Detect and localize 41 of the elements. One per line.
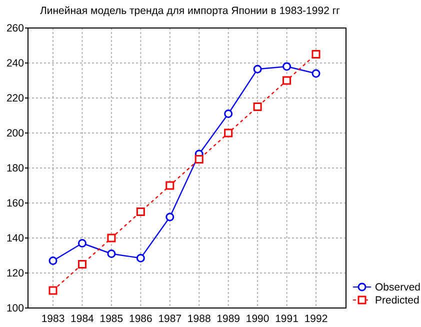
x-tick-label: 1985 (100, 313, 124, 325)
x-tick-label: 1990 (246, 313, 270, 325)
point (107, 234, 116, 242)
point (312, 50, 320, 58)
point (48, 286, 58, 295)
x-tick-label: 1984 (70, 313, 94, 325)
y-tick-label: 180 (6, 162, 24, 175)
y-tick-label: 120 (6, 268, 24, 280)
point (166, 212, 174, 222)
point (312, 69, 320, 78)
x-tick-label: 1992 (304, 313, 328, 325)
x-tick-label: 1986 (128, 313, 153, 325)
point (224, 128, 233, 138)
y-tick-label: 200 (6, 128, 24, 140)
x-tick-label: 1988 (187, 313, 211, 325)
point (166, 181, 174, 190)
point (78, 239, 86, 248)
point (282, 76, 292, 85)
y-tick-label: 220 (6, 92, 24, 105)
point (253, 102, 262, 111)
chart-title: Линейная модель тренда для импорта Японии в 1983-1992 гг (40, 5, 340, 17)
point (136, 254, 145, 262)
point (282, 62, 292, 71)
x-tick-label: 1991 (275, 313, 299, 325)
point (224, 110, 233, 118)
point (194, 155, 204, 164)
y-tick-label: 240 (6, 58, 24, 70)
point (78, 260, 86, 268)
point (253, 64, 262, 74)
x-tick-label: 1983 (41, 313, 65, 325)
x-tick-label: 1987 (158, 313, 182, 325)
y-tick-label: 160 (6, 198, 24, 210)
point (107, 250, 116, 258)
y-tick-label: 260 (6, 22, 24, 35)
y-tick-label: 140 (6, 232, 24, 245)
legend-label: Observed (375, 282, 421, 294)
point (136, 208, 145, 216)
legend-label: Predicted (375, 294, 420, 307)
y-tick-label: 100 (6, 302, 24, 315)
point (48, 256, 58, 265)
x-tick-label: 1989 (216, 313, 240, 325)
